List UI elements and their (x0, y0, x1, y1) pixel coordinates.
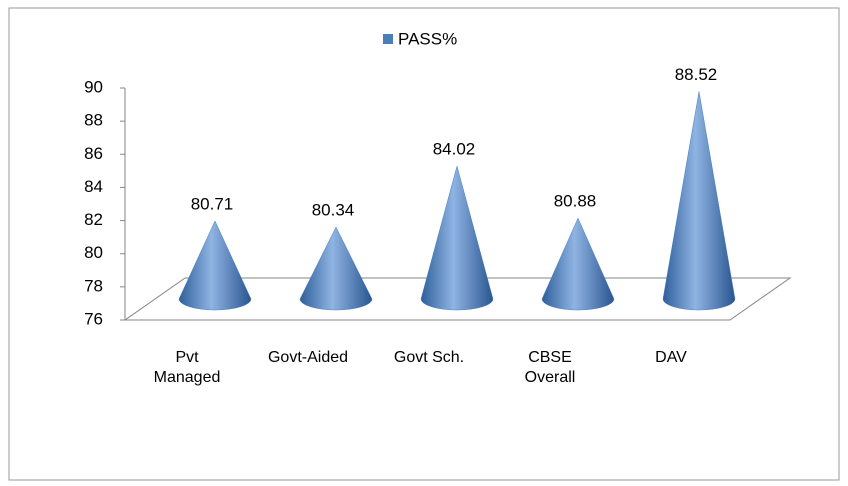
x-tick-label: CBSE Overall (524, 349, 576, 386)
value-label: 80.34 (312, 201, 355, 220)
y-tick-label: 90 (84, 77, 103, 96)
y-tick-label: 88 (84, 111, 103, 130)
cone (299, 226, 373, 311)
legend-swatch (383, 34, 393, 44)
value-label: 84.02 (433, 140, 476, 159)
x-tick-label: Govt-Aided (267, 349, 349, 366)
y-tick-label: 78 (84, 276, 103, 295)
cone (662, 91, 736, 311)
cone (541, 217, 615, 311)
y-tick-label: 76 (84, 309, 103, 328)
y-tick-label: 84 (84, 177, 103, 196)
x-tick-label: Pvt Managed (153, 349, 221, 386)
value-label: 80.71 (191, 194, 234, 213)
cone (178, 220, 252, 311)
value-label: 88.52 (675, 65, 718, 84)
y-tick-label: 82 (84, 210, 103, 229)
x-tick-label: DAV (655, 349, 687, 366)
x-tick-label: Govt Sch. (393, 349, 465, 366)
y-tick-label: 80 (84, 243, 103, 262)
y-tick-label: 86 (84, 144, 103, 163)
legend-label: PASS% (398, 29, 457, 48)
value-label: 80.88 (554, 192, 597, 211)
cone (420, 165, 494, 311)
